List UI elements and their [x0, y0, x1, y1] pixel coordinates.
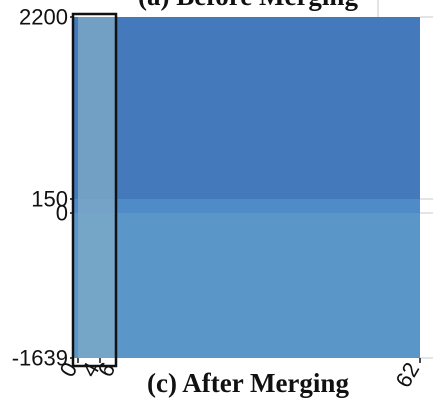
- heatmap-region-2: [74, 213, 420, 358]
- chart-title: (a) Before Merging: [138, 0, 358, 11]
- y-tick-label-1: 150: [31, 187, 68, 212]
- heatmap-region-0: [74, 17, 420, 199]
- x-tick-label-3: 62: [390, 358, 424, 392]
- heatmap-region-1: [74, 199, 420, 213]
- y-tick-label-0: 2200: [19, 5, 68, 30]
- highlight-border: [71, 12, 118, 368]
- highlight-fill: [78, 17, 116, 358]
- chart-subtitle: (c) After Merging: [147, 368, 349, 398]
- y-tick-label-3: -1639: [12, 346, 68, 371]
- y-tick-label-2: 0: [56, 201, 68, 226]
